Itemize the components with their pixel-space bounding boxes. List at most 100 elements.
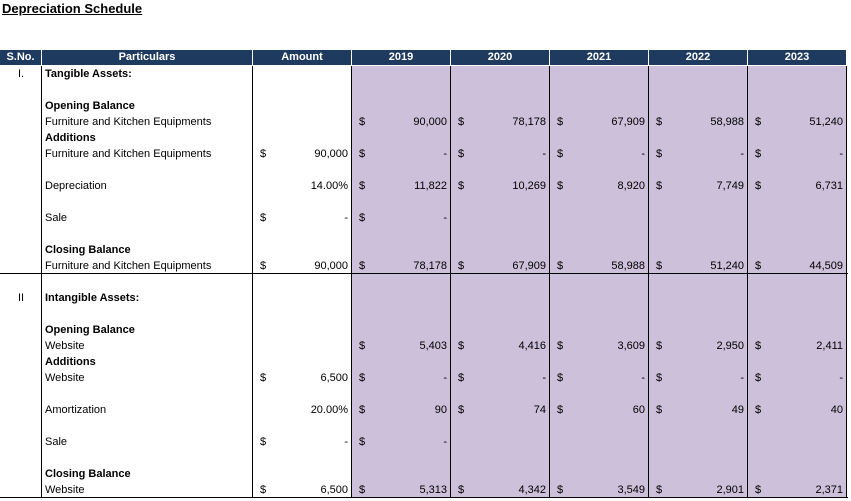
currency-symbol: $ [656, 340, 663, 352]
cell-value: - [641, 148, 645, 160]
currency-symbol: $ [458, 340, 465, 352]
currency-symbol: $ [359, 372, 366, 384]
column-border [846, 66, 847, 498]
currency-symbol: $ [656, 260, 663, 272]
cell-value: - [443, 372, 447, 384]
cell-value: - [344, 436, 348, 448]
row-label: Furniture and Kitchen Equipments [45, 260, 212, 272]
currency-symbol: $ [557, 116, 564, 128]
cell-value: 90,000 [413, 116, 447, 128]
currency-symbol: $ [656, 180, 663, 192]
currency-symbol: $ [755, 404, 762, 416]
cell-value: 6,500 [320, 484, 348, 496]
currency-symbol: $ [458, 484, 465, 496]
currency-symbol: $ [656, 484, 663, 496]
currency-symbol: $ [458, 148, 465, 160]
row-heading: Opening Balance [45, 324, 135, 336]
cell-value: - [839, 372, 843, 384]
cell-value: - [740, 148, 744, 160]
currency-symbol: $ [458, 116, 465, 128]
currency-symbol: $ [656, 404, 663, 416]
currency-symbol: $ [557, 372, 564, 384]
row-heading: Opening Balance [45, 100, 135, 112]
cell-value: - [740, 372, 744, 384]
cell-value: - [641, 372, 645, 384]
row-label: Depreciation [45, 180, 107, 192]
column-header: 2021 [550, 50, 649, 65]
currency-symbol: $ [260, 372, 267, 384]
cell-value: 2,901 [716, 484, 744, 496]
row-label: Amortization [45, 404, 107, 416]
cell-value: 90,000 [314, 260, 348, 272]
currency-symbol: $ [557, 148, 564, 160]
column-header: 2023 [748, 50, 847, 65]
row-label: Sale [45, 212, 68, 224]
row-label: Furniture and Kitchen Equipments [45, 116, 212, 128]
currency-symbol: $ [557, 260, 564, 272]
cell-value: 67,909 [611, 116, 645, 128]
cell-value: - [839, 148, 843, 160]
currency-symbol: $ [755, 372, 762, 384]
currency-symbol: $ [359, 148, 366, 160]
cell-value: - [443, 148, 447, 160]
cell-value: 5,313 [419, 484, 447, 496]
column-border [648, 66, 649, 498]
cell-value: 4,416 [518, 340, 546, 352]
cell-value: 44,509 [809, 260, 843, 272]
cell-value: 2,950 [716, 340, 744, 352]
cell-value: 40 [830, 404, 843, 416]
column-header: 2019 [352, 50, 451, 65]
currency-symbol: $ [755, 116, 762, 128]
column-border [747, 66, 748, 498]
cell-value: 6,500 [320, 372, 348, 384]
cell-value: 67,909 [512, 260, 546, 272]
row-label: Website [45, 484, 85, 496]
cell-value: 2,411 [816, 340, 843, 352]
cell-value: 5,403 [419, 340, 447, 352]
currency-symbol: $ [359, 436, 366, 448]
currency-symbol: $ [359, 212, 366, 224]
row-heading: Additions [45, 356, 96, 368]
serial-number: I. [17, 68, 25, 80]
cell-value: 51,240 [710, 260, 744, 272]
currency-symbol: $ [359, 116, 366, 128]
cell-value: 90 [434, 404, 447, 416]
currency-symbol: $ [557, 484, 564, 496]
cell-value: 3,609 [617, 340, 645, 352]
currency-symbol: $ [359, 404, 366, 416]
cell-value: 60 [632, 404, 645, 416]
sheet-title: Depreciation Schedule [2, 1, 143, 16]
cell-value: 14.00% [310, 180, 348, 192]
currency-symbol: $ [755, 484, 762, 496]
cell-value: 6,731 [815, 180, 843, 192]
column-border [549, 66, 550, 498]
currency-symbol: $ [656, 116, 663, 128]
year-band [352, 66, 847, 498]
bottom-border [0, 497, 848, 498]
currency-symbol: $ [755, 260, 762, 272]
cell-value: - [344, 212, 348, 224]
currency-symbol: $ [359, 484, 366, 496]
row-label: Furniture and Kitchen Equipments [45, 148, 212, 160]
currency-symbol: $ [260, 212, 267, 224]
cell-value: 7,749 [716, 180, 744, 192]
currency-symbol: $ [260, 484, 267, 496]
cell-value: 3,549 [617, 484, 645, 496]
currency-symbol: $ [458, 260, 465, 272]
cell-value: 58,988 [611, 260, 645, 272]
currency-symbol: $ [260, 260, 267, 272]
cell-value: 10,269 [512, 180, 546, 192]
row-heading: Tangible Assets: [45, 68, 132, 80]
cell-value: 8,920 [617, 180, 645, 192]
column-header: 2020 [451, 50, 550, 65]
cell-value: 2,371 [815, 484, 843, 496]
row-label: Website [45, 340, 85, 352]
currency-symbol: $ [260, 148, 267, 160]
column-header: Particulars [42, 50, 253, 65]
currency-symbol: $ [458, 404, 465, 416]
currency-symbol: $ [755, 340, 762, 352]
column-border [351, 66, 352, 498]
row-heading: Closing Balance [45, 468, 131, 480]
section-border [0, 273, 848, 274]
